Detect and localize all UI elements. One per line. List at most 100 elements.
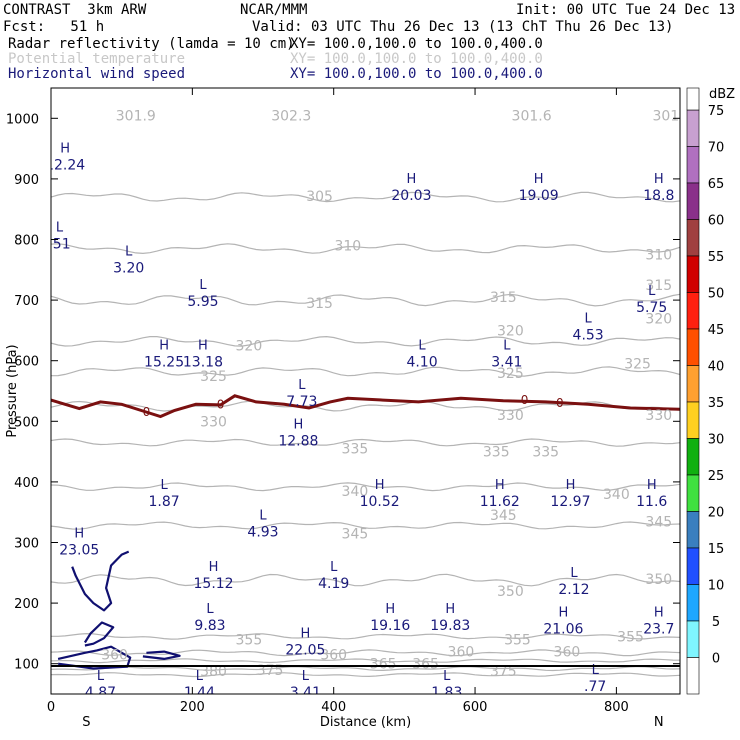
theta-contour: [51, 649, 680, 657]
wind-contour-layer: [57, 550, 181, 670]
zero-label: 0: [521, 393, 529, 407]
extremum-type: L: [418, 339, 426, 354]
extremum-type: L: [125, 245, 133, 260]
y-tick-label: 200: [14, 597, 39, 612]
wind-contour: [71, 550, 130, 612]
theta-contour: [51, 658, 680, 664]
theta-label: 315: [490, 290, 517, 306]
theta-contour: [51, 521, 680, 530]
colorbar-swatch: [686, 328, 700, 366]
extremum-value: 23.7: [643, 621, 674, 637]
extremum-value: 4.10: [406, 355, 437, 371]
theta-label: 360: [554, 645, 581, 661]
extremum-type: H: [445, 602, 455, 617]
extremum-value: 4.19: [318, 576, 349, 592]
extremum-value: 22.05: [285, 642, 325, 658]
colorbar-level: 30: [708, 433, 725, 448]
colorbar-top-cap: [686, 87, 700, 111]
theta-contour: [51, 293, 680, 307]
theta-label: 325: [624, 357, 651, 373]
theta-label: 325: [200, 369, 227, 385]
theta-label: 301.9: [116, 108, 156, 124]
label-layer: 305 310 310 315 315 315 320 320 320 325 325 325 330 3…: [51, 108, 679, 701]
field2-name: Potential temperature: [8, 51, 186, 67]
extremum-value: 15.12: [194, 576, 234, 592]
theta-label: 365: [412, 657, 439, 673]
theta-label: 375: [490, 664, 517, 680]
wind-contour: [83, 621, 115, 647]
theta-label: 320: [645, 311, 672, 327]
colorbar-level: 20: [708, 506, 725, 521]
x-tick-label: 200: [180, 700, 205, 715]
y-tick-label: 1000: [6, 112, 39, 127]
colorbar-unit: dBZ: [709, 87, 735, 102]
extremum-type: L: [56, 220, 64, 235]
north-label: N: [654, 715, 664, 730]
extremum-type: H: [385, 602, 395, 617]
theta-label: 310: [334, 239, 361, 255]
extremum-value: 3.20: [113, 261, 144, 277]
theta-label: 330: [497, 408, 524, 424]
theta-label: 360: [101, 648, 128, 664]
model-name: CONTRAST 3km ARW: [3, 2, 147, 18]
extremum-value: 19.09: [519, 188, 559, 204]
extremum-value: 1.87: [148, 494, 179, 510]
extremum-type: H: [301, 626, 311, 641]
colorbar-level: 5: [712, 615, 720, 630]
extremum-type: H: [558, 605, 568, 620]
theta-contour: [51, 366, 680, 377]
zero-contour-line: [51, 394, 680, 419]
theta-contour: [51, 243, 680, 255]
extremum-value: 1.44: [184, 685, 215, 701]
y-tick-label: 500: [14, 415, 39, 430]
x-tick-label: 0: [47, 700, 55, 715]
extremum-value: 10.52: [360, 494, 400, 510]
colorbar-level: 10: [708, 579, 725, 594]
y-tick-label: 400: [14, 476, 39, 491]
wind-contour: [142, 650, 181, 660]
extremum-value: 4.93: [247, 524, 278, 540]
theta-label: 320: [236, 339, 263, 355]
theta-label: 335: [342, 442, 369, 458]
init-time: Init: 00 UTC Tue 24 Dec 13: [516, 2, 736, 18]
colorbar-swatch: [686, 219, 700, 257]
theta-label: 380: [200, 664, 227, 680]
extremum-value: 20.03: [391, 188, 431, 204]
y-tick-label: 700: [14, 294, 39, 309]
extremum-type: L: [302, 669, 310, 684]
extremum-value: 1.83: [431, 685, 462, 701]
extremum-type: H: [60, 142, 70, 157]
theta-label: 320: [497, 323, 524, 339]
extremum-value: 19.16: [370, 618, 410, 634]
x-tick-label: 800: [604, 700, 629, 715]
extremum-value: 23.05: [59, 542, 99, 558]
extremum-type: L: [97, 669, 105, 684]
zero-label: 0: [143, 405, 151, 419]
extremum-type: L: [584, 311, 592, 326]
theta-label: 360: [320, 648, 347, 664]
colorbar-level: 15: [708, 542, 725, 557]
colorbar-swatch: [686, 438, 700, 476]
theta-contour: [51, 672, 680, 678]
zero-label: 0: [217, 397, 225, 411]
theta-label: 301: [652, 108, 679, 124]
colorbar-level: 25: [708, 469, 725, 484]
theta-label: 335: [532, 445, 559, 461]
colorbar-level: 40: [708, 360, 725, 375]
extremum-value: 4.53: [573, 327, 604, 343]
theta-label: 345: [645, 514, 672, 530]
colorbar-level: 35: [708, 396, 725, 411]
colorbar-swatch: [686, 657, 700, 695]
theta-label: 325: [497, 366, 524, 382]
colorbar-swatch: [686, 547, 700, 585]
colorbar-swatch: [686, 620, 700, 658]
theta-contour: [51, 632, 680, 640]
zero-label: 0: [556, 396, 564, 410]
theta-label: 302.3: [271, 108, 311, 124]
x-tick-label: 600: [463, 700, 488, 715]
y-tick-label: 100: [14, 658, 39, 673]
extremum-type: H: [293, 417, 303, 432]
extremum-value: 9.83: [194, 618, 225, 634]
extremum-type: L: [259, 508, 267, 523]
theta-label: 340: [342, 484, 369, 500]
